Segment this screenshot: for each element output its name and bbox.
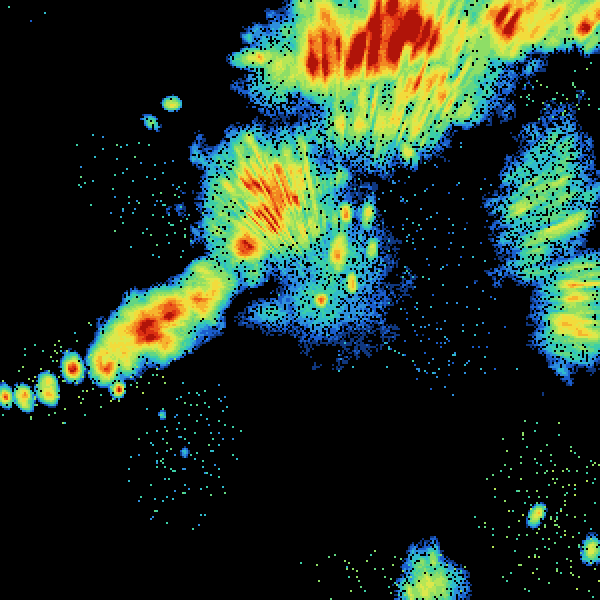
radar-reflectivity-canvas [0, 0, 600, 600]
radar-display [0, 0, 600, 600]
